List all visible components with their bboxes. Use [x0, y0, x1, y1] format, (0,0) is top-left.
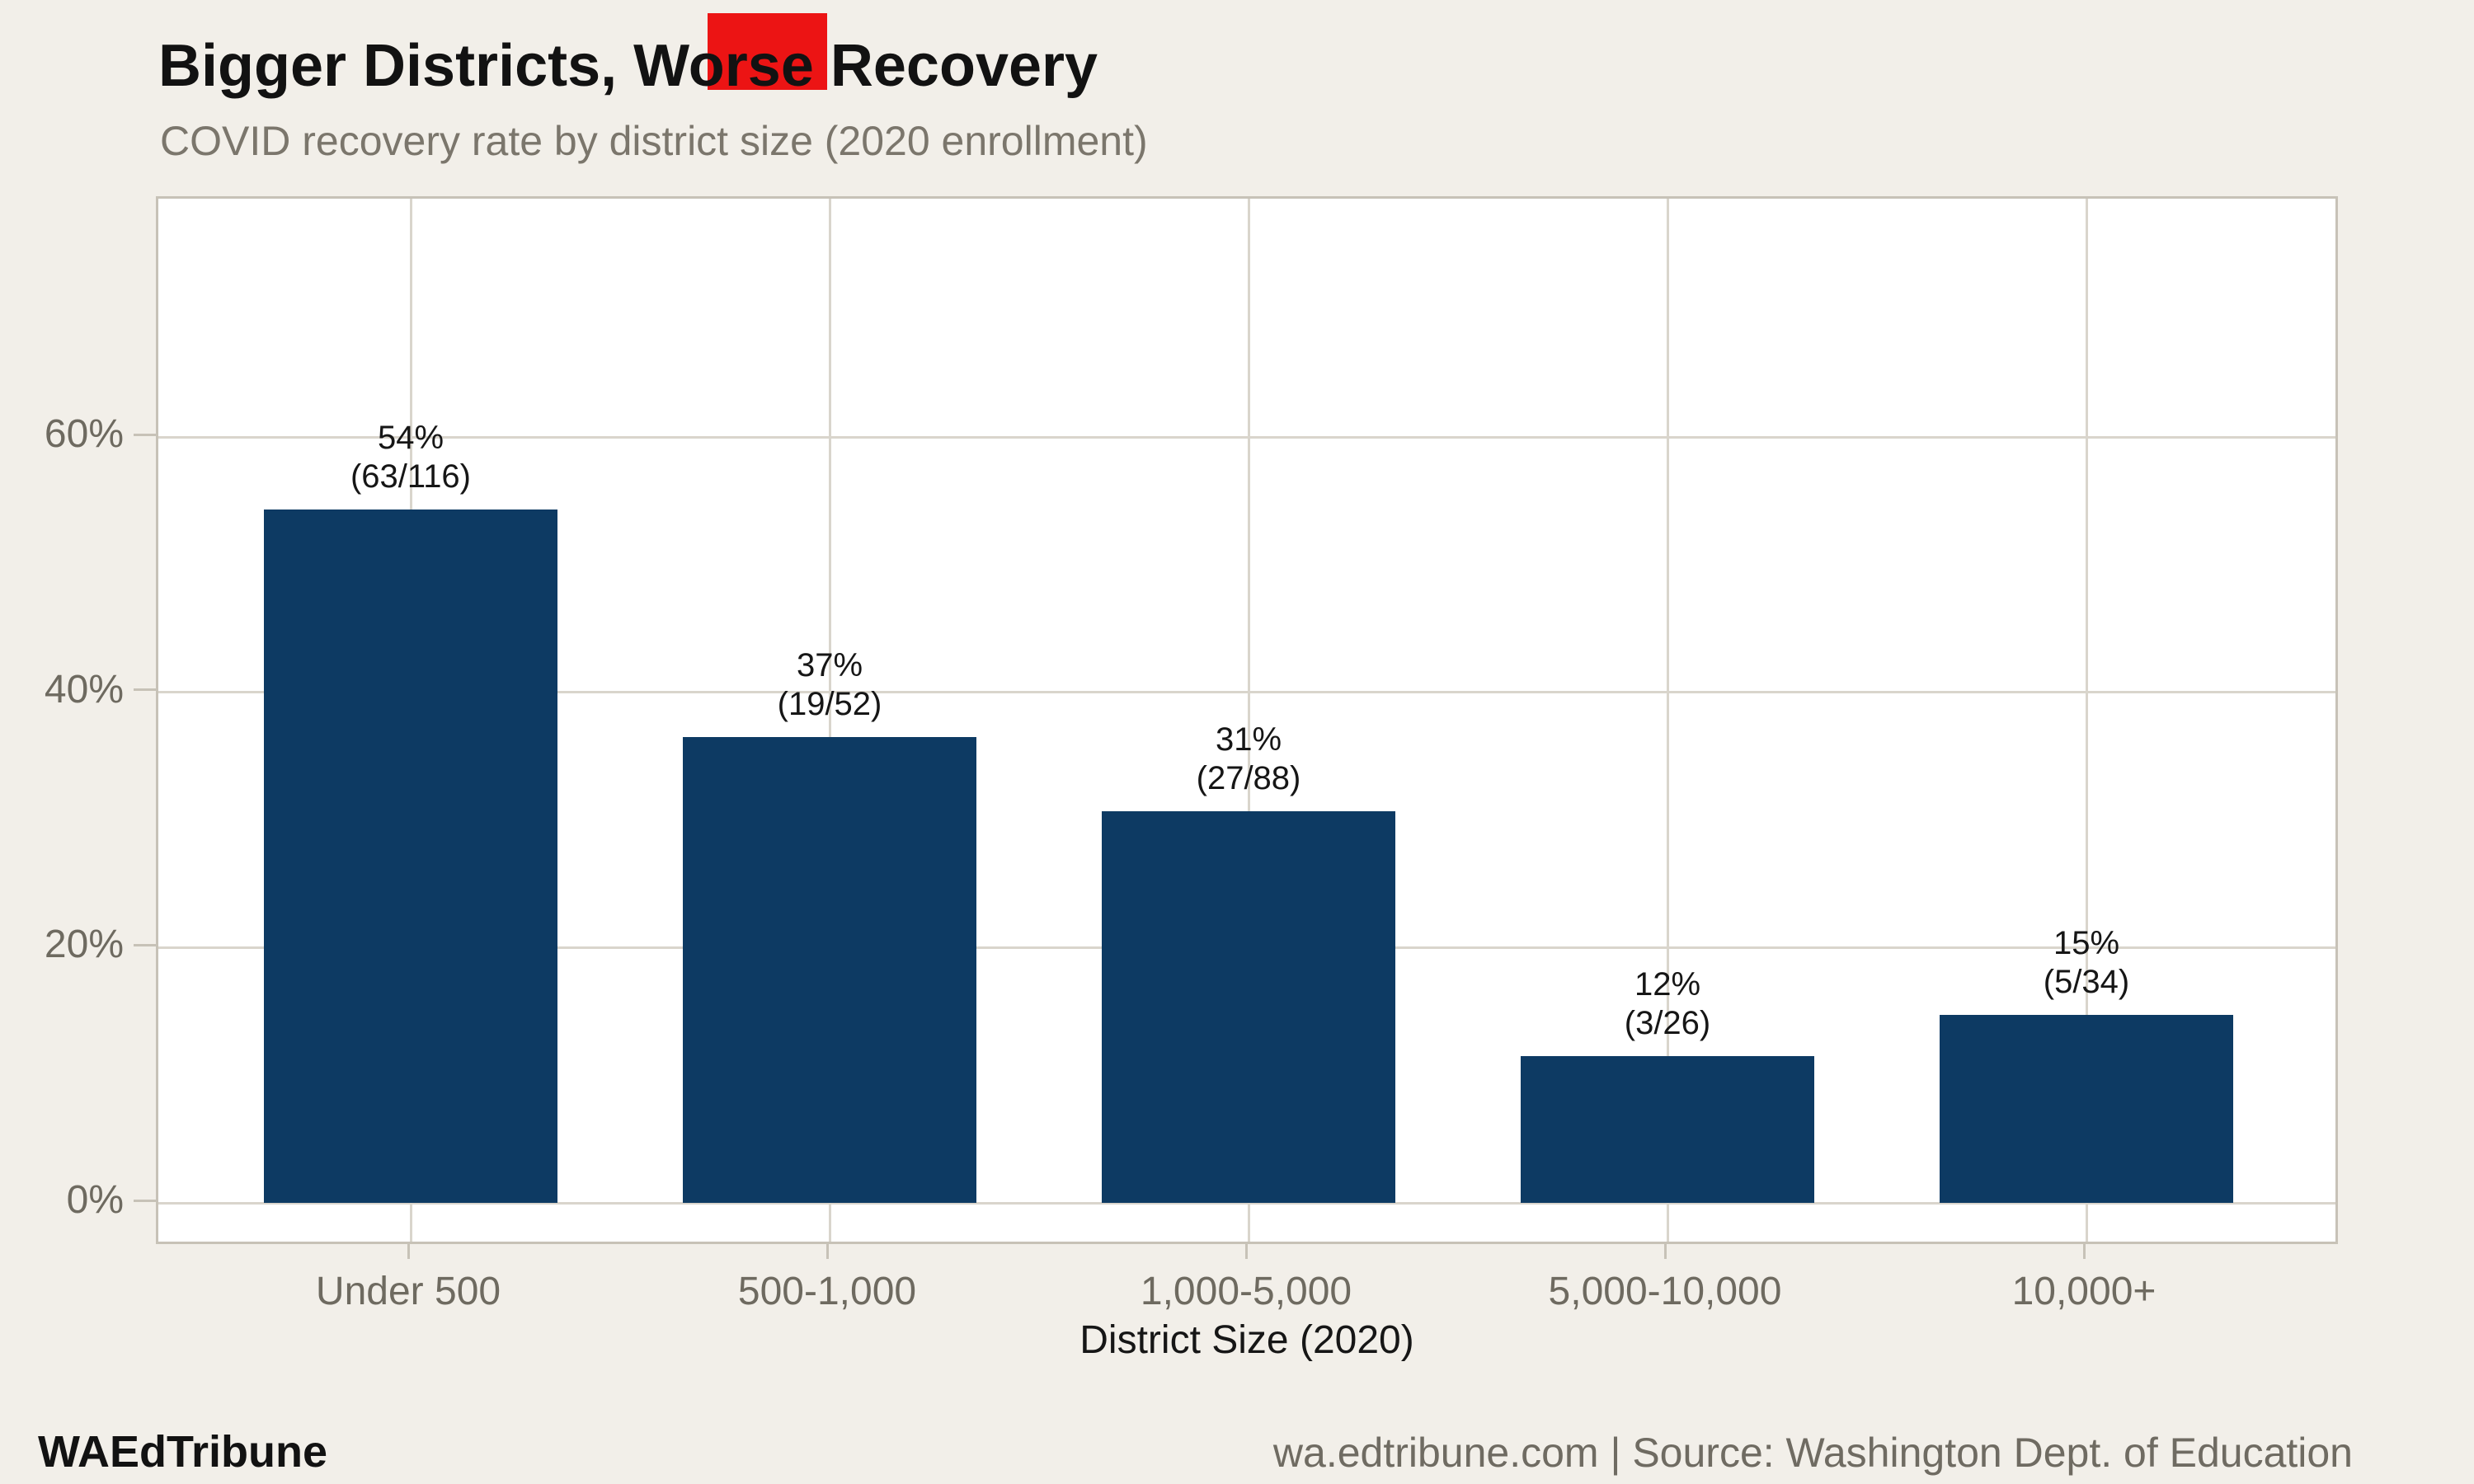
- bar: [683, 736, 976, 1203]
- x-axis-title: District Size (2020): [1079, 1318, 1414, 1362]
- y-tick-label: 60%: [44, 412, 124, 457]
- x-axis-tick: [407, 1244, 410, 1259]
- x-tick-label: 500-1,000: [737, 1270, 917, 1313]
- y-tick-label: 0%: [66, 1178, 124, 1222]
- x-axis-tick: [2082, 1244, 2086, 1259]
- x-tick-label: 5,000-10,000: [1548, 1270, 1782, 1313]
- bar: [264, 510, 557, 1203]
- x-tick-label: 10,000+: [2011, 1270, 2157, 1313]
- gridline-vertical: [1666, 199, 1669, 1242]
- x-axis-tick: [1663, 1244, 1667, 1259]
- bar-fraction-label: (3/26): [1624, 1004, 1711, 1041]
- bar-percent-label: 37%: [796, 646, 863, 683]
- bar-fraction-label: (19/52): [777, 685, 882, 722]
- gridline-horizontal: [158, 435, 2335, 439]
- x-axis-tick: [825, 1244, 829, 1259]
- red-marker-square: [708, 13, 827, 90]
- bar-value-label: 54% (63/116): [229, 419, 592, 496]
- x-tick-label: Under 500: [315, 1270, 501, 1313]
- gridline-horizontal: [158, 1201, 2335, 1205]
- bar-fraction-label: (5/34): [2043, 964, 2130, 1001]
- x-tick-label: 1,000-5,000: [1140, 1270, 1352, 1313]
- y-axis-tick: [134, 1199, 156, 1202]
- bar: [1102, 810, 1395, 1203]
- footer-source-credit: wa.edtribune.com | Source: Washington De…: [1272, 1430, 2353, 1476]
- gridline-vertical: [828, 199, 831, 1242]
- footer-brand: WAEdTribune: [38, 1427, 327, 1477]
- bar-percent-label: 15%: [2053, 925, 2120, 962]
- bar-percent-label: 54%: [377, 420, 444, 457]
- y-tick-label: 40%: [44, 667, 124, 711]
- bar-value-label: 12% (3/26): [1486, 965, 1849, 1043]
- gridline-horizontal: [158, 691, 2335, 694]
- bar-value-label: 15% (5/34): [1905, 924, 2268, 1002]
- chart-subtitle: COVID recovery rate by district size (20…: [160, 118, 1148, 164]
- gridline-vertical: [2085, 199, 2088, 1242]
- bar-percent-label: 31%: [1215, 721, 1282, 758]
- bar-value-label: 37% (19/52): [648, 646, 1011, 724]
- chart-title: Bigger Districts, Worse Recovery: [158, 33, 1098, 99]
- x-axis-tick: [1244, 1244, 1248, 1259]
- y-tick-label: 20%: [44, 923, 124, 967]
- gridline-vertical: [1247, 199, 1250, 1242]
- y-axis-tick: [134, 433, 156, 436]
- y-axis-tick: [134, 688, 156, 692]
- bar-fraction-label: (63/116): [350, 458, 471, 495]
- bar-value-label: 31% (27/88): [1067, 721, 1430, 798]
- bar: [1521, 1055, 1814, 1203]
- y-axis-tick: [134, 943, 156, 946]
- bar-percent-label: 12%: [1634, 965, 1701, 1003]
- plot-panel: 54% (63/116) 37% (19/52) 31% (27/88) 12% (3/26)…: [156, 196, 2338, 1244]
- bar: [1940, 1015, 2233, 1203]
- bar-fraction-label: (27/88): [1196, 759, 1301, 796]
